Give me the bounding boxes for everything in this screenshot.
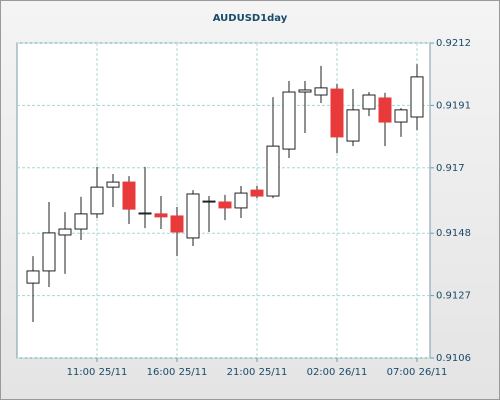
candle-body (282, 91, 296, 150)
candle-body (346, 109, 360, 142)
y-tick-label: 0.917 (436, 163, 465, 174)
candle-body (314, 87, 328, 96)
x-tick-label: 21:00 25/11 (227, 367, 288, 378)
y-tick-label: 0.9106 (436, 353, 471, 364)
candle-body (154, 213, 168, 218)
y-tick-label: 0.9212 (436, 38, 471, 49)
candle-body (106, 181, 120, 188)
candle-body (170, 215, 184, 233)
candle-body (26, 270, 40, 284)
y-tick-label: 0.9127 (436, 291, 471, 302)
plot-area (16, 42, 431, 359)
candle-body (266, 145, 280, 197)
x-tick-label: 16:00 25/11 (147, 367, 208, 378)
candle-body (250, 189, 264, 197)
candle-body (42, 232, 56, 272)
candle-body (218, 201, 232, 209)
candle-body (410, 76, 424, 118)
y-tick-label: 0.9148 (436, 228, 471, 239)
y-tick-label: 0.9191 (436, 100, 471, 111)
candle-body (378, 97, 392, 123)
candle-body (362, 94, 376, 110)
chart-title: AUDUSD1day (213, 13, 288, 24)
candle-body (394, 109, 408, 123)
candle-body (202, 200, 216, 203)
candle-body (330, 88, 344, 138)
candle-body (74, 213, 88, 230)
candle-body (298, 89, 312, 93)
x-tick-label: 02:00 26/11 (307, 367, 368, 378)
candle-body (58, 228, 72, 236)
candle-body (90, 186, 104, 215)
candle-body (122, 181, 136, 210)
x-tick-label: 11:00 25/11 (67, 367, 128, 378)
candle-body (234, 192, 248, 209)
candle-body (138, 212, 152, 215)
x-tick-label: 07:00 26/11 (387, 367, 448, 378)
candle-body (186, 193, 200, 239)
